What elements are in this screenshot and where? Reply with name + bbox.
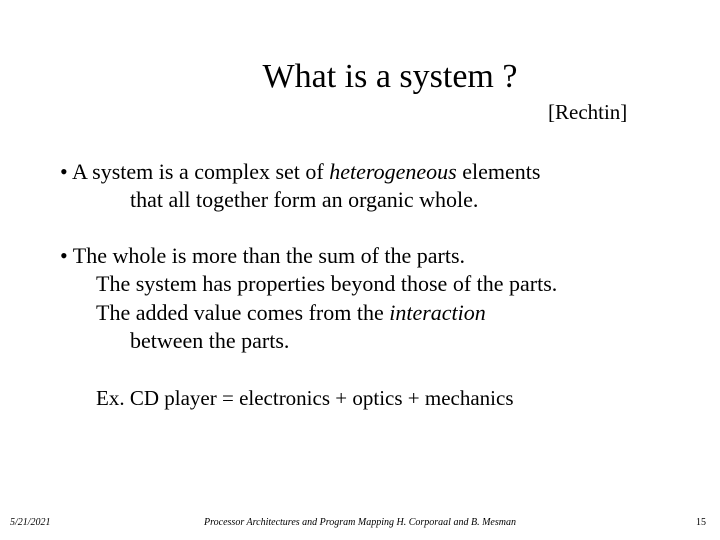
footer-center: Processor Architectures and Program Mapp… (0, 517, 720, 528)
bullet2-line4: between the parts. (60, 327, 680, 355)
bullet2-line1: • The whole is more than the sum of the … (60, 242, 680, 270)
bullet2-l3-pre: The added value comes from the (96, 300, 389, 325)
title-row: What is a system ? (0, 58, 720, 96)
bullet2-l3-em: interaction (389, 300, 486, 325)
footer-page-number: 15 (696, 517, 706, 528)
bullet1-text-post: elements (457, 159, 541, 184)
footer: 5/21/2021 Processor Architectures and Pr… (0, 508, 720, 528)
bullet2-line2: The system has properties beyond those o… (60, 270, 680, 298)
bullet1-em: heterogeneous (329, 159, 456, 184)
bullet1-text-pre: • A system is a complex set of (60, 159, 329, 184)
bullet2-line3: The added value comes from the interacti… (60, 299, 680, 327)
body-content: • A system is a complex set of heterogen… (60, 158, 680, 412)
attribution: [Rechtin] (548, 100, 627, 125)
bullet-item-1: • A system is a complex set of heterogen… (60, 158, 680, 214)
slide-title: What is a system ? (140, 58, 640, 96)
example-text: Ex. CD player = electronics + optics + m… (60, 385, 680, 412)
bullet1-line2: that all together form an organic whole. (60, 186, 680, 214)
bullet-item-2: • The whole is more than the sum of the … (60, 242, 680, 355)
slide: What is a system ? [Rechtin] • A system … (0, 0, 720, 540)
